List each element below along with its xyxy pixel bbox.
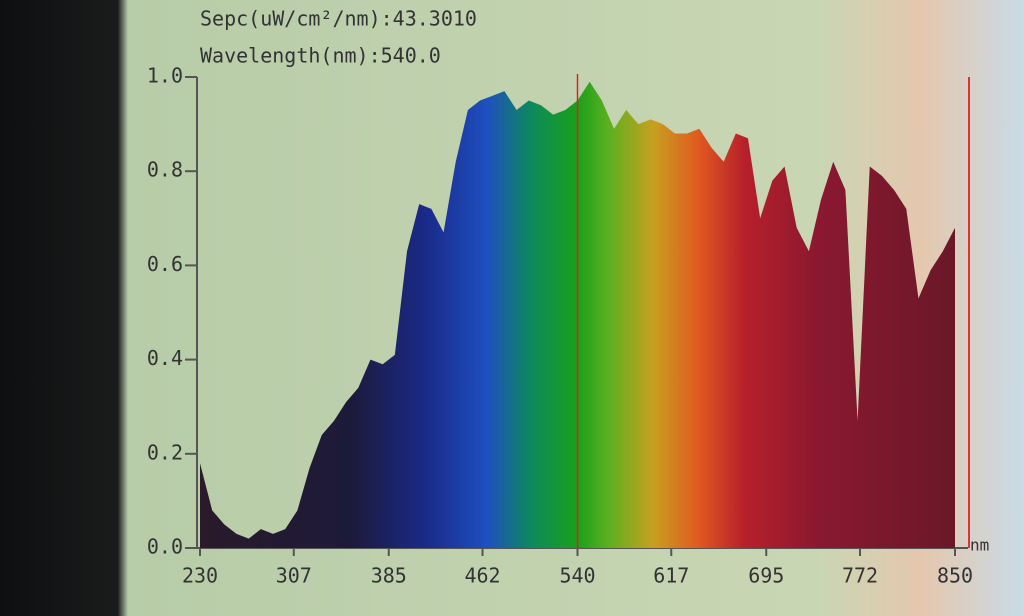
y-tick-label: 0.4 [147,346,183,370]
x-tick-label: 772 [842,564,878,588]
y-tick-label: 1.0 [147,64,183,88]
y-tick-label: 0.0 [147,535,183,559]
y-tick-label: 0.8 [147,158,183,182]
y-tick-label: 0.2 [147,440,183,464]
x-tick-label: 540 [559,564,595,588]
y-tick-label: 0.6 [147,252,183,276]
wavelength-reading: Wavelength(nm):540.0 [200,44,441,68]
x-tick-label: 695 [748,564,784,588]
x-tick-label: 230 [182,564,218,588]
x-tick-label: 462 [464,564,500,588]
x-tick-label: 617 [653,564,689,588]
x-tick-label: 850 [937,564,973,588]
x-unit: nm [970,536,989,555]
spectral-reading: Sepc(uW/cm²/nm):43.3010 [200,7,477,31]
x-tick-label: 385 [371,564,407,588]
x-tick-label: 307 [276,564,312,588]
